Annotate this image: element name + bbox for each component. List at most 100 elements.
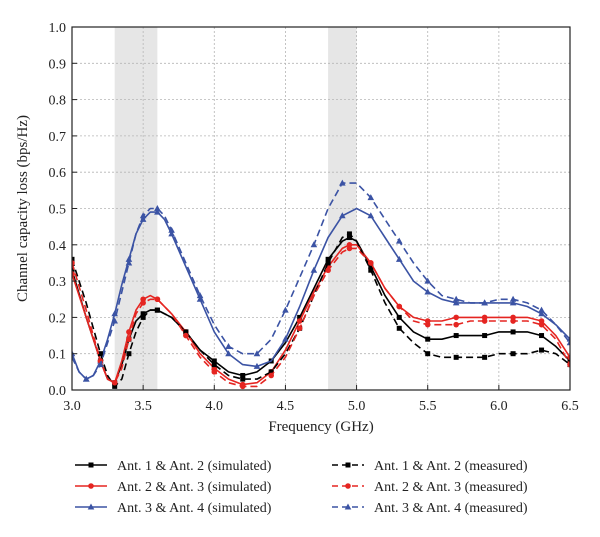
square-marker (154, 307, 160, 313)
circle-marker (453, 314, 459, 321)
y-tick-label: 0.5 (49, 203, 67, 218)
triangle-marker (310, 266, 318, 273)
circle-marker (396, 303, 403, 310)
triangle-marker (344, 503, 352, 510)
y-tick-label: 0.3 (49, 275, 67, 290)
square-marker (425, 351, 431, 357)
triangle-marker (424, 277, 432, 284)
legend: Ant. 1 & Ant. 2 (simulated) Ant. 2 & Ant.… (75, 459, 528, 516)
triangle-marker (154, 208, 161, 215)
square-marker (240, 376, 246, 382)
x-tick-label: 4.5 (277, 399, 295, 414)
circle-marker (268, 372, 275, 379)
circle-marker (567, 361, 570, 368)
square-marker (211, 362, 217, 368)
square-marker (325, 260, 331, 266)
square-marker (425, 336, 431, 342)
square-marker (140, 314, 146, 320)
y-tick-label: 0.1 (49, 348, 67, 363)
triangle-marker (82, 375, 90, 382)
circle-marker (211, 369, 218, 375)
triangle-marker (282, 335, 289, 342)
y-tick-label: 0.4 (49, 239, 67, 254)
circle-marker (111, 379, 118, 386)
circle-marker (183, 332, 189, 339)
circle-marker (239, 383, 246, 390)
circle-marker (325, 267, 331, 274)
legend-label: Ant. 3 & Ant. 4 (simulated) (117, 501, 272, 516)
triangle-marker (566, 339, 570, 346)
circle-marker (140, 300, 146, 306)
triangle-marker (481, 299, 488, 306)
x-tick-label: 4.0 (206, 399, 224, 414)
square-marker (396, 314, 402, 320)
triangle-marker (367, 212, 375, 219)
square-marker (453, 333, 459, 339)
square-marker (88, 462, 94, 468)
square-marker (72, 267, 75, 273)
triangle-marker (424, 288, 432, 295)
triangle-marker (97, 361, 104, 368)
y-tick-label: 0.6 (49, 166, 67, 181)
y-tick-label: 1.0 (49, 21, 67, 36)
triangle-marker (139, 212, 147, 219)
square-marker (126, 351, 132, 357)
square-marker (72, 256, 75, 262)
circle-marker (453, 321, 459, 328)
triangle-marker (310, 241, 318, 248)
circle-marker (72, 271, 75, 277)
square-marker (183, 329, 189, 335)
square-marker (346, 235, 352, 241)
series-5 (72, 245, 570, 390)
triangle-marker (367, 194, 375, 201)
circle-marker (296, 325, 303, 332)
square-marker (240, 372, 246, 378)
triangle-marker (225, 350, 232, 357)
square-marker (510, 329, 516, 335)
circle-marker (368, 260, 374, 266)
square-marker (345, 462, 351, 468)
triangle-marker (72, 353, 76, 360)
circle-marker (510, 318, 516, 324)
square-marker (268, 369, 274, 375)
triangle-marker (282, 306, 289, 313)
square-marker (510, 351, 516, 357)
triangle-marker (339, 212, 346, 219)
axis-ticks: 3.0 3.5 4.0 4.5 5.0 5.5 6.0 6.5 0.0 0.1 0.2 0.3 0.4 0… (49, 21, 579, 414)
y-tick-label: 0.9 (49, 57, 67, 72)
y-tick-label: 0.0 (49, 384, 67, 399)
triangle-marker (339, 179, 346, 186)
square-marker (482, 333, 488, 339)
circle-marker (567, 354, 570, 361)
triangle-marker (253, 350, 261, 357)
y-tick-label: 0.8 (49, 94, 67, 109)
triangle-marker (509, 295, 517, 302)
circle-marker (345, 483, 351, 489)
triangle-marker (154, 205, 161, 211)
square-marker (112, 383, 118, 389)
square-marker (539, 347, 545, 353)
square-marker (567, 358, 570, 364)
legend-label: Ant. 2 & Ant. 3 (simulated) (117, 480, 272, 495)
y-axis-label: Channel capacity loss (bps/Hz) (15, 115, 31, 302)
square-marker (368, 267, 374, 273)
series-6 (72, 179, 570, 382)
triangle-marker (253, 362, 261, 369)
triangle-marker (452, 299, 460, 306)
triangle-marker (225, 342, 232, 349)
triangle-marker (125, 259, 133, 266)
triangle-marker (538, 310, 545, 317)
circle-marker (126, 336, 132, 342)
square-marker (97, 351, 103, 357)
triangle-marker (168, 230, 175, 237)
triangle-marker (395, 255, 403, 262)
square-marker (396, 325, 402, 331)
triangle-marker (168, 226, 175, 233)
triangle-marker (538, 306, 545, 313)
triangle-marker (395, 237, 403, 244)
circle-marker (88, 483, 94, 489)
square-marker (211, 358, 217, 364)
x-tick-label: 5.0 (348, 399, 366, 414)
x-tick-label: 5.5 (419, 399, 437, 414)
